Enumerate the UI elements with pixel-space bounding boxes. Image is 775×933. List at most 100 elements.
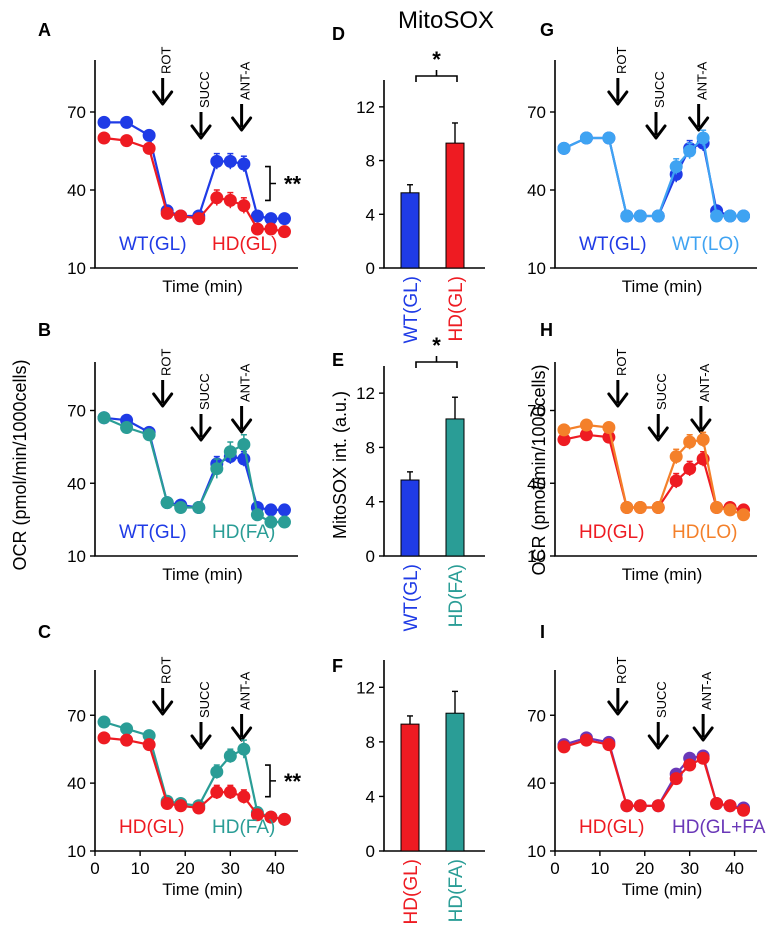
- data-point: [120, 115, 134, 129]
- x-tick-label: 20: [635, 859, 654, 878]
- injection-label: ROT: [614, 349, 629, 377]
- panel-letter: D: [332, 24, 345, 44]
- panel-letter: G: [540, 20, 554, 40]
- injection-arrow-rot-head: [152, 90, 174, 106]
- injection-arrow-rot-head: [607, 392, 629, 408]
- data-point: [120, 134, 134, 148]
- data-point: [192, 212, 206, 226]
- data-point: [579, 428, 593, 442]
- legend-entry: HD(GL): [579, 817, 644, 838]
- data-point: [669, 450, 683, 464]
- y-tick-label: 40: [527, 474, 546, 493]
- x-tick-label: 0: [90, 859, 99, 878]
- axes: [383, 80, 485, 269]
- data-point: [192, 801, 206, 815]
- injection-label: ROT: [159, 47, 174, 75]
- axes: [383, 660, 485, 852]
- data-point: [142, 141, 156, 155]
- data-point: [579, 131, 593, 145]
- data-point: [120, 733, 134, 747]
- y-tick-label: 70: [67, 402, 86, 421]
- series-hd-lo-: [557, 418, 751, 522]
- series-hd-gl-: [557, 733, 751, 817]
- bar: [400, 479, 420, 557]
- panel-letter: E: [332, 350, 344, 370]
- x-tick-label: 40: [266, 859, 285, 878]
- series-line: [563, 135, 744, 218]
- data-point: [142, 428, 156, 442]
- data-point: [160, 206, 174, 220]
- injection-arrow-ant-a-head: [692, 726, 714, 742]
- y-tick-label: 10: [527, 259, 546, 278]
- data-point: [223, 785, 237, 799]
- data-point: [174, 799, 188, 813]
- data-point: [210, 462, 224, 476]
- data-point: [557, 141, 571, 155]
- series-line: [563, 136, 744, 218]
- data-point: [210, 154, 224, 168]
- data-point: [696, 131, 710, 145]
- panel-letter: C: [38, 622, 51, 642]
- significance-bracket: [265, 764, 276, 798]
- data-point: [602, 420, 616, 434]
- data-point: [737, 803, 751, 817]
- data-point: [160, 496, 174, 510]
- series-wt-lo-: [557, 129, 751, 223]
- data-point: [557, 433, 571, 447]
- legend-entry: HD(LO): [672, 522, 737, 543]
- panel-d: D 0 4 8 12 WT(GL) HD(GL) *: [332, 24, 485, 344]
- y-tick-label: 10: [67, 259, 86, 278]
- legend-entry: HD(GL): [212, 234, 277, 255]
- data-point: [723, 799, 737, 813]
- injection-label: ROT: [614, 657, 629, 685]
- injection-arrow-ant-a-head: [688, 116, 710, 132]
- data-point: [277, 515, 291, 529]
- data-point: [620, 209, 634, 223]
- y-tick-label: 70: [67, 103, 86, 122]
- x-tick-label: 10: [131, 859, 150, 878]
- significance-bracket: [415, 70, 458, 82]
- y-tick-label: 70: [527, 402, 546, 421]
- series-hd-gl-: [97, 731, 291, 826]
- data-point: [210, 191, 224, 205]
- data-point: [579, 733, 593, 747]
- data-point: [192, 501, 206, 514]
- data-point: [277, 503, 291, 517]
- data-point: [602, 131, 616, 145]
- y-tick-label: 8: [366, 438, 375, 457]
- significance-label: **: [284, 172, 302, 197]
- data-point: [683, 144, 697, 158]
- injection-arrow-ant-a-head: [231, 418, 253, 434]
- legend-entry: WT(GL): [119, 234, 187, 255]
- significance-bracket: [415, 356, 458, 368]
- injection-arrow-succ-head: [645, 124, 667, 140]
- x-tick-label: 0: [550, 859, 559, 878]
- data-point: [633, 209, 647, 223]
- injection-label: SUCC: [654, 681, 669, 718]
- y-axis-title: MitoSOX int. (a.u.): [330, 391, 350, 539]
- y-tick-label: 40: [527, 774, 546, 793]
- series-line: [563, 433, 744, 511]
- panel-e: E 0 4 8 12 MitoSOX int. (a.u.) WT(GL) HD(FA) *: [330, 333, 485, 632]
- y-tick-label: 10: [527, 842, 546, 861]
- data-point: [277, 212, 291, 226]
- data-point: [669, 160, 683, 174]
- data-point: [237, 437, 251, 451]
- injection-arrow-succ-head: [647, 734, 669, 750]
- injection-label: ANT-A: [699, 671, 714, 710]
- data-point: [250, 808, 264, 822]
- panel-h: H 10 40 70 Time (min) ROT SUCC ANT-A HD(GL) HD(LO…: [527, 320, 757, 584]
- data-point: [142, 738, 156, 752]
- data-point: [210, 765, 224, 779]
- y-tick-label: 4: [366, 787, 375, 806]
- data-point: [264, 515, 278, 529]
- legend-entry: HD(GL): [119, 817, 184, 838]
- data-point: [710, 796, 724, 810]
- data-point: [223, 154, 237, 168]
- data-point: [277, 225, 291, 239]
- data-point: [723, 503, 737, 517]
- y-tick-label: 40: [67, 774, 86, 793]
- shared-ylabel-left: OCR (pmol/min/1000cells): [10, 359, 30, 570]
